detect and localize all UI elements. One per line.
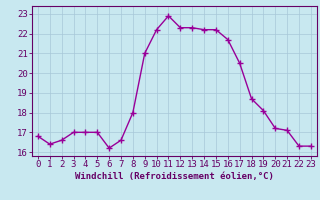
X-axis label: Windchill (Refroidissement éolien,°C): Windchill (Refroidissement éolien,°C)	[75, 172, 274, 181]
